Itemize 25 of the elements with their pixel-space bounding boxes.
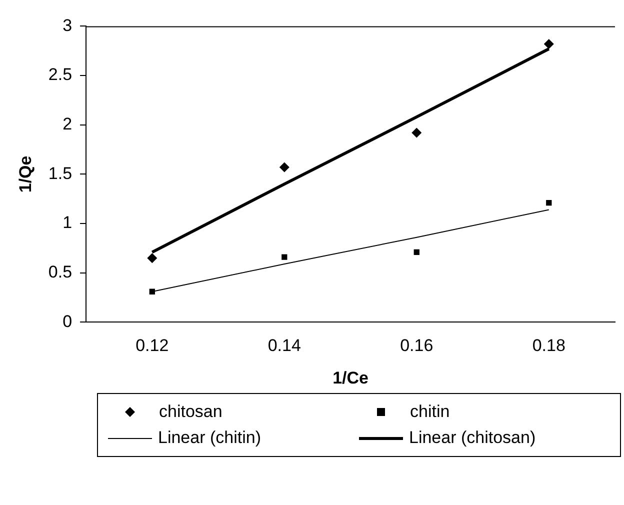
y-tick-label: 1 (62, 213, 72, 232)
y-tick-label: 1.5 (48, 164, 72, 183)
point (412, 128, 422, 138)
x-tick-label: 0.12 (136, 336, 169, 356)
y-axis-title: 1/Qe (16, 156, 35, 193)
x-tick-label: 0.16 (400, 336, 434, 356)
y-tick-label: 2.5 (48, 65, 72, 84)
point (544, 38, 554, 49)
y-tick-label: 2 (62, 114, 72, 134)
x-axis-title: 1/Ce (332, 368, 368, 388)
point (147, 253, 158, 264)
legend-label: chitin (410, 402, 450, 422)
point (414, 249, 420, 255)
y-tick-label: 0 (62, 312, 72, 331)
point (149, 288, 155, 294)
point (546, 200, 552, 206)
point (279, 162, 290, 172)
point (282, 254, 288, 260)
x-tick-label: 0.18 (532, 336, 566, 356)
legend-label: Linear (chitosan) (409, 428, 536, 448)
y-tick-label: 0.5 (48, 262, 72, 282)
legend-label: Linear (chitin) (158, 428, 261, 448)
x-tick-label: 0.14 (268, 336, 301, 356)
y-tick-label: 3 (62, 16, 72, 35)
legend-label: chitosan (159, 402, 222, 422)
